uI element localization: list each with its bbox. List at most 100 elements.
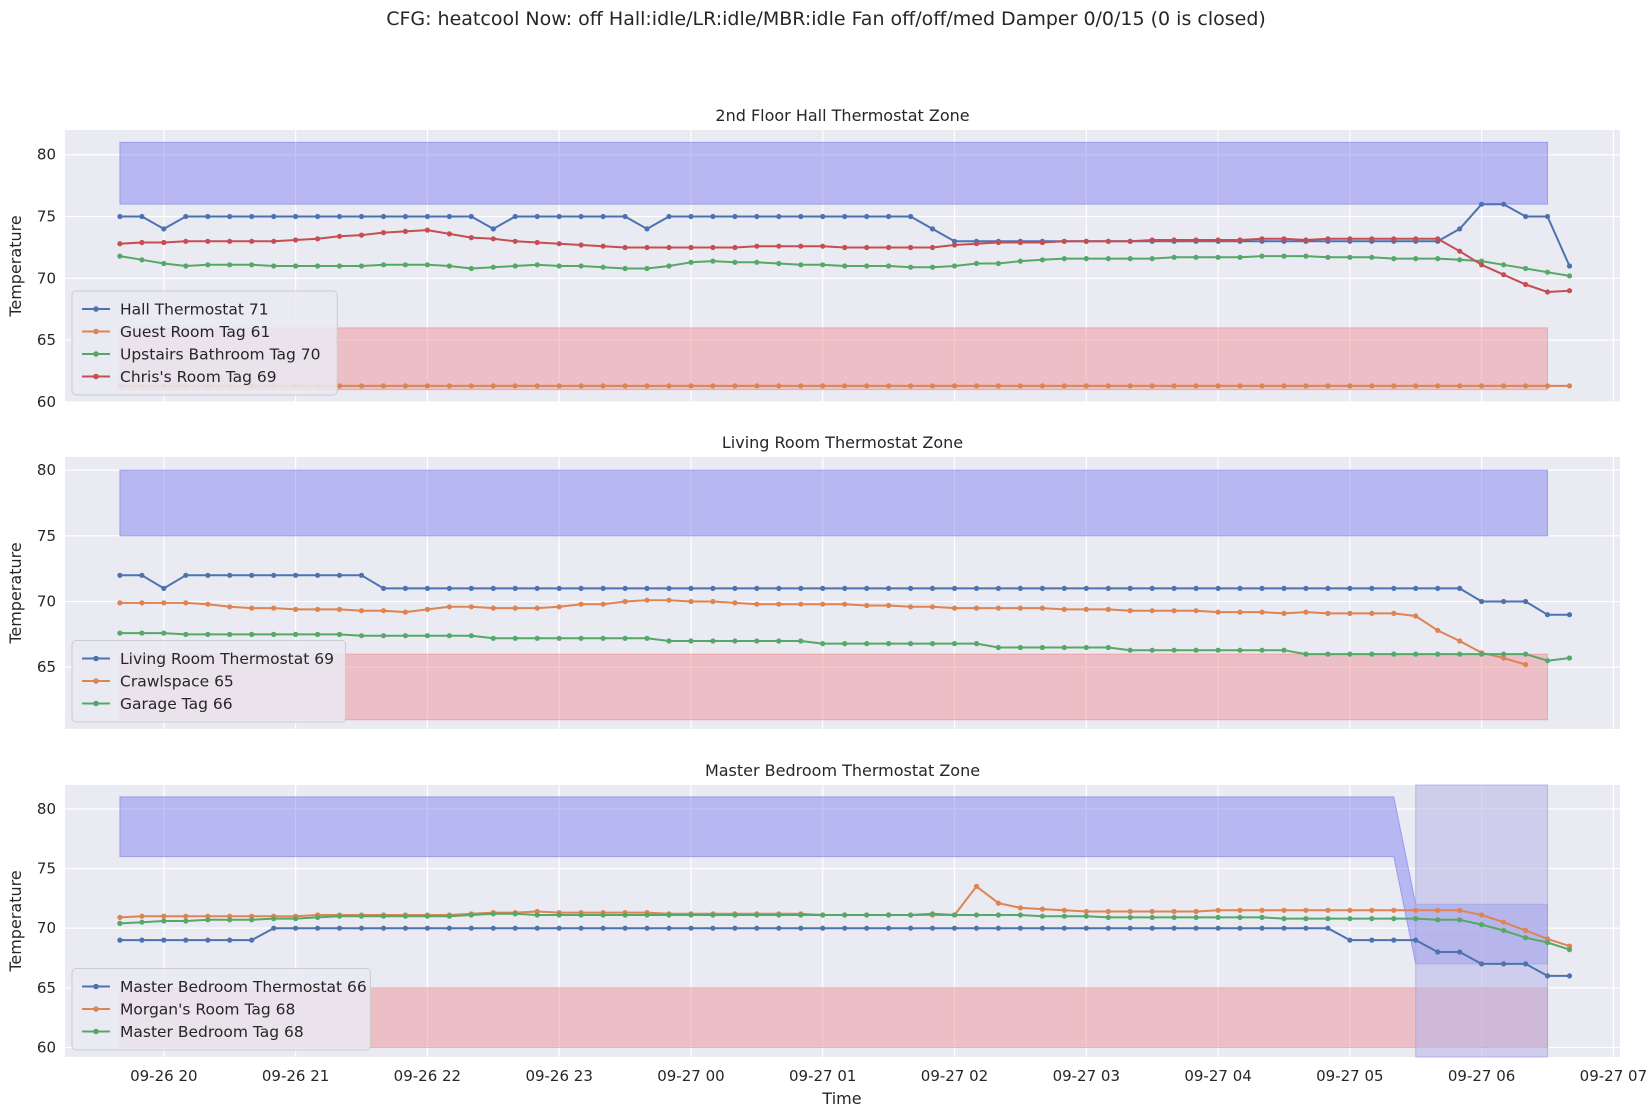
data-point (864, 912, 870, 918)
data-point (1369, 651, 1375, 657)
data-point (358, 383, 365, 389)
data-point (1523, 383, 1529, 389)
data-point (446, 585, 452, 592)
data-point (710, 383, 716, 389)
data-point (1457, 638, 1463, 644)
data-point (710, 925, 716, 931)
panel-title: Living Room Thermostat Zone (722, 433, 963, 452)
panel-title: 2nd Floor Hall Thermostat Zone (715, 106, 969, 125)
data-point (1039, 644, 1045, 651)
data-point (929, 226, 936, 232)
data-point (512, 585, 518, 592)
legend: Master Bedroom Thermostat 66 Morgan's Roo… (71, 968, 371, 1051)
legend-swatch-marker (93, 1028, 99, 1035)
data-point (1215, 585, 1221, 592)
data-point (1435, 256, 1441, 262)
data-point (688, 598, 694, 605)
data-point (710, 638, 716, 644)
data-point (227, 262, 233, 268)
data-point (424, 633, 430, 639)
data-point (754, 601, 760, 607)
data-point (336, 606, 343, 613)
data-point (490, 236, 496, 242)
data-point (1215, 609, 1221, 615)
data-point (578, 585, 584, 592)
data-point (1083, 383, 1089, 389)
data-point (183, 918, 189, 924)
data-point (117, 914, 123, 921)
data-point (1215, 914, 1221, 921)
legend-entry-label: Crawlspace 65 (120, 673, 234, 691)
data-point (1501, 272, 1507, 278)
data-point (622, 213, 628, 220)
data-point (1281, 585, 1287, 592)
data-point (1017, 905, 1024, 911)
data-point (139, 213, 145, 220)
data-point (1544, 289, 1551, 295)
data-point (183, 572, 189, 578)
data-point (754, 912, 760, 918)
data-point (798, 262, 804, 268)
x-tick-label: 09-27 03 (1053, 1067, 1120, 1085)
data-point (908, 585, 914, 592)
data-point (688, 912, 694, 918)
data-point (1039, 605, 1045, 611)
data-point (754, 383, 760, 389)
data-point (358, 633, 365, 639)
data-point (1127, 925, 1133, 931)
data-point (1566, 947, 1573, 953)
data-point (908, 912, 914, 918)
data-point (1566, 612, 1573, 618)
data-point (600, 264, 606, 270)
data-point (688, 925, 694, 931)
data-point (1237, 383, 1243, 389)
data-point (271, 916, 277, 922)
x-tick-label: 09-27 00 (657, 1067, 724, 1085)
data-point (336, 631, 343, 638)
data-point (908, 244, 914, 251)
data-point (556, 604, 562, 610)
data-point (1193, 925, 1199, 931)
y-tick-label: 75 (37, 860, 56, 878)
data-point (1413, 651, 1419, 657)
data-point (1544, 213, 1551, 220)
data-point (820, 243, 826, 249)
data-point (732, 244, 738, 251)
data-point (556, 635, 562, 641)
data-point (666, 244, 672, 251)
legend-entry-label: Living Room Thermostat 69 (120, 650, 334, 668)
data-point (995, 644, 1002, 651)
data-point (1325, 585, 1331, 592)
data-point (1369, 585, 1375, 592)
data-point (1061, 238, 1067, 244)
data-point (1171, 608, 1177, 614)
x-tick-label: 09-27 04 (1184, 1067, 1251, 1085)
data-point (1259, 914, 1265, 921)
data-point (490, 383, 496, 389)
data-point (336, 925, 343, 931)
data-point (1171, 383, 1177, 389)
data-point (1566, 973, 1573, 979)
data-point (556, 213, 562, 220)
legend-swatch-marker (93, 1006, 99, 1012)
data-point (1544, 658, 1551, 664)
data-point (490, 585, 496, 592)
data-point (1457, 257, 1463, 263)
data-point (1566, 273, 1573, 279)
data-point (556, 912, 562, 918)
legend-swatch-marker (93, 306, 99, 312)
data-point (995, 383, 1002, 389)
data-point (380, 633, 387, 639)
data-point (402, 262, 408, 268)
data-point (1149, 647, 1155, 653)
data-point (842, 585, 848, 592)
data-point (161, 585, 167, 592)
legend-swatch-marker (93, 328, 99, 335)
data-point (1501, 919, 1507, 925)
data-point (512, 383, 518, 389)
data-point (271, 631, 277, 638)
data-point (600, 383, 606, 389)
data-point (1105, 644, 1111, 651)
data-point (1391, 585, 1397, 592)
data-point (710, 258, 716, 264)
